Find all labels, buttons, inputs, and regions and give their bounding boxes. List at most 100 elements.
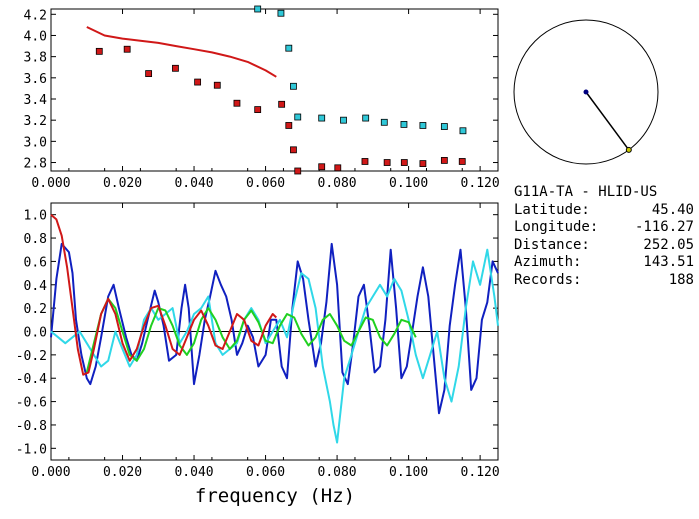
series-1-point — [294, 113, 302, 121]
y-tick-label: -0.8 — [16, 419, 47, 434]
series-0-point — [285, 122, 293, 129]
y-tick-label: 0.4 — [24, 279, 48, 294]
series-1-point — [440, 123, 448, 130]
azimuth-label: Azimuth: — [514, 254, 582, 270]
compass-circle — [513, 19, 659, 165]
y-tick-label: 0.0 — [24, 326, 47, 341]
plot1-marks — [86, 5, 467, 175]
series-1-point — [290, 82, 297, 90]
x-tick-label: 0.000 — [31, 465, 70, 480]
azimuth-needle — [585, 91, 630, 151]
series-0-point — [458, 158, 466, 165]
series-1-point — [362, 114, 370, 122]
series-0-point — [290, 146, 297, 154]
correlation-plot: 0.000 0.020 0.040 0.060 0.080 0.100 0.120 1.0 0.… — [16, 202, 500, 507]
y-tick-label: 4.0 — [24, 29, 47, 44]
series-0-point — [400, 159, 408, 166]
x-tick-label: 0.080 — [318, 465, 357, 480]
x-tick-label: 0.020 — [103, 465, 142, 480]
series-1-point — [285, 44, 293, 52]
y-tick-label: 3.2 — [24, 114, 47, 129]
series-0-point — [419, 160, 427, 167]
longitude-value: -116.27 — [634, 219, 694, 235]
y-tick-label: 3.0 — [24, 135, 47, 150]
x-tick-label: 0.120 — [461, 176, 500, 191]
y-tick-label: 0.8 — [24, 232, 47, 247]
y-tick-label: 1.0 — [24, 209, 47, 224]
info-row-azimuth: Azimuth: 143.51 — [514, 254, 694, 272]
y-tick-label: 0.2 — [24, 302, 47, 317]
info-row-records: Records: 188 — [514, 272, 694, 290]
series-0-point — [383, 159, 391, 166]
y-tick-label: 4.2 — [24, 8, 47, 23]
y-tick-label: -0.6 — [16, 396, 47, 411]
series-0-point — [233, 99, 241, 107]
series-2-line — [86, 26, 277, 78]
series-0-point — [278, 100, 286, 108]
y-tick-label: 2.8 — [24, 157, 47, 172]
y-tick-label: -0.4 — [16, 372, 47, 387]
series-3-line — [50, 213, 277, 376]
series-1-point — [254, 5, 262, 13]
series-0-point — [361, 158, 369, 165]
series-0-point — [95, 47, 103, 55]
series-0-point — [194, 78, 202, 86]
x-tick-label: 0.080 — [318, 176, 357, 191]
series-0-point — [440, 157, 448, 164]
series-0-line — [50, 242, 499, 415]
series-1-point — [380, 118, 388, 126]
series-1-point — [459, 127, 467, 135]
x-tick-label: 0.040 — [174, 465, 213, 480]
x-tick-label: 0.120 — [461, 465, 500, 480]
series-1-point — [277, 9, 285, 17]
series-0-point — [254, 106, 262, 113]
y-tick-label: -0.2 — [16, 349, 47, 364]
plot1-ticks: 0.000 0.020 0.040 0.060 0.080 0.100 0.120 2.8 3.… — [24, 8, 500, 191]
y-tick-label: 3.6 — [24, 72, 47, 87]
y-tick-label: -1.0 — [16, 442, 47, 457]
series-0-point — [123, 45, 131, 53]
y-tick-label: 0.6 — [24, 255, 47, 270]
compass-tip-dot — [625, 146, 632, 153]
info-row-distance: Distance: 252.05 — [514, 237, 694, 255]
x-tick-label: 0.000 — [31, 176, 70, 191]
compass-center-dot — [583, 89, 589, 95]
series-0-point — [318, 163, 326, 171]
latitude-value: 45.40 — [651, 201, 694, 218]
series-0-point — [145, 70, 153, 77]
plot2-ticks: 0.000 0.020 0.040 0.060 0.080 0.100 0.120 1.0 0.… — [16, 203, 500, 480]
azimuth-value: 143.51 — [643, 254, 694, 270]
station-title: G11A-TA - HLID-US — [514, 184, 658, 200]
series-1-point — [340, 116, 347, 124]
records-label: Records: — [514, 271, 582, 288]
x-tick-label: 0.020 — [103, 176, 142, 191]
x-tick-label: 0.060 — [246, 176, 285, 191]
series-0-point — [213, 81, 221, 89]
x-axis-title: frequency (Hz) — [195, 485, 355, 507]
series-0-point — [334, 164, 342, 172]
distance-value: 252.05 — [643, 236, 694, 253]
x-tick-label: 0.100 — [389, 465, 428, 480]
series-1-line — [50, 248, 499, 444]
x-tick-label: 0.060 — [246, 465, 285, 480]
series-1-point — [419, 122, 427, 129]
y-tick-label: 3.4 — [24, 93, 48, 108]
series-0-point — [172, 64, 179, 72]
latitude-label: Latitude: — [514, 201, 590, 218]
records-value: 188 — [668, 271, 694, 288]
series-1-point — [400, 121, 408, 128]
x-tick-label: 0.100 — [389, 176, 428, 191]
distance-label: Distance: — [514, 236, 590, 253]
station-info: G11A-TA - HLID-US Latitude: 45.40 Longit… — [514, 184, 694, 289]
info-row-longitude: Longitude: -116.27 — [514, 219, 694, 237]
plot2-marks — [50, 213, 499, 444]
velocity-scatter-plot: 0.000 0.020 0.040 0.060 0.080 0.100 0.120 2.8 3.… — [24, 5, 500, 191]
longitude-label: Longitude: — [514, 219, 599, 235]
azimuth-compass — [513, 19, 659, 165]
series-2-line — [85, 297, 417, 373]
plot1-frame — [50, 8, 499, 172]
x-tick-label: 0.040 — [174, 176, 213, 191]
y-tick-label: 3.8 — [24, 51, 47, 66]
series-0-point — [294, 167, 302, 175]
